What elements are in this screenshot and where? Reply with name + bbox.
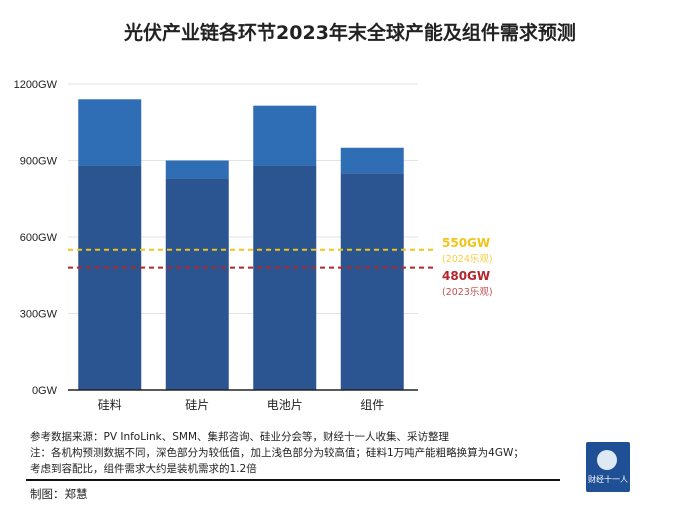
x-tick-label: 电池片 xyxy=(267,398,303,412)
y-tick-label: 0GW xyxy=(32,385,58,397)
bar-low-segment xyxy=(165,178,229,390)
y-tick-label: 300GW xyxy=(20,309,58,321)
reference-label: 480GW xyxy=(442,269,490,283)
y-tick-label: 1200GW xyxy=(14,79,58,91)
x-tick-label: 硅料 xyxy=(98,398,122,412)
x-tick-label: 硅片 xyxy=(185,398,209,412)
logo-text: 财经十一人 xyxy=(588,475,628,484)
source-note: 参考数据来源：PV InfoLink、SMM、集邦咨询、硅业分会等，财经十一人收… xyxy=(30,431,450,443)
bar-high-segment xyxy=(78,99,142,166)
chart-title: 光伏产业链各环节2023年末全球产能及组件需求预测 xyxy=(124,22,576,44)
bar-high-segment xyxy=(253,105,317,166)
reference-label: 550GW xyxy=(442,236,490,250)
author-credit: 制图：郑慧 xyxy=(30,487,88,501)
divider xyxy=(26,479,560,481)
x-tick-label: 组件 xyxy=(360,398,384,412)
bar-low-segment xyxy=(253,165,317,390)
bar-low-segment xyxy=(340,173,404,390)
bar-low-segment xyxy=(78,165,142,390)
note-line-1: 注：各机构预测数据不同，深色部分为较低值，加上浅色部分为较高值；硅料1万吨产能粗… xyxy=(30,447,524,459)
reference-sublabel: (2023乐观) xyxy=(442,286,493,298)
bar-chart: 0GW 300GW 600GW 900GW 1200GW 硅料 硅片 电池片 组件 550GW (2… xyxy=(14,79,493,412)
globe-icon xyxy=(597,450,617,470)
y-tick-label: 900GW xyxy=(20,156,58,168)
note-line-2: 考虑到容配比，组件需求大约是装机需求的1.2倍 xyxy=(30,463,257,475)
reference-sublabel: (2024乐观) xyxy=(442,253,493,265)
bar-high-segment xyxy=(165,160,229,179)
brand-logo: 财经十一人 xyxy=(586,442,630,492)
bar-high-segment xyxy=(340,147,404,174)
y-tick-label: 600GW xyxy=(20,232,58,244)
